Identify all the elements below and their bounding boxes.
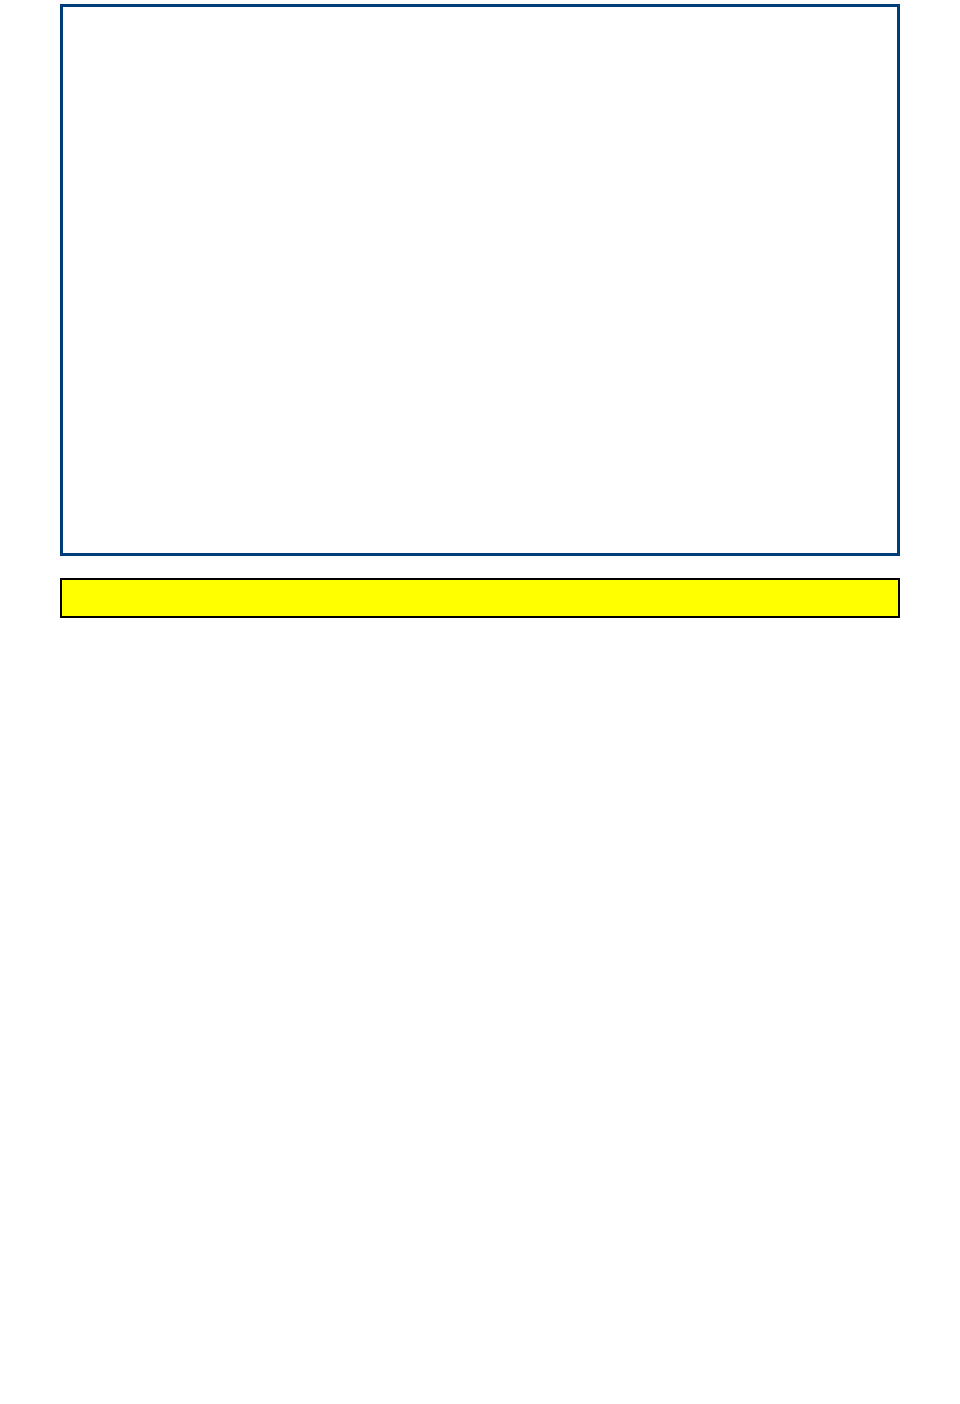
figure-4-container <box>60 4 900 556</box>
notes-list <box>60 578 900 618</box>
chart-svg <box>73 17 887 537</box>
figure-caption <box>73 537 887 545</box>
drift-chart <box>73 17 887 537</box>
